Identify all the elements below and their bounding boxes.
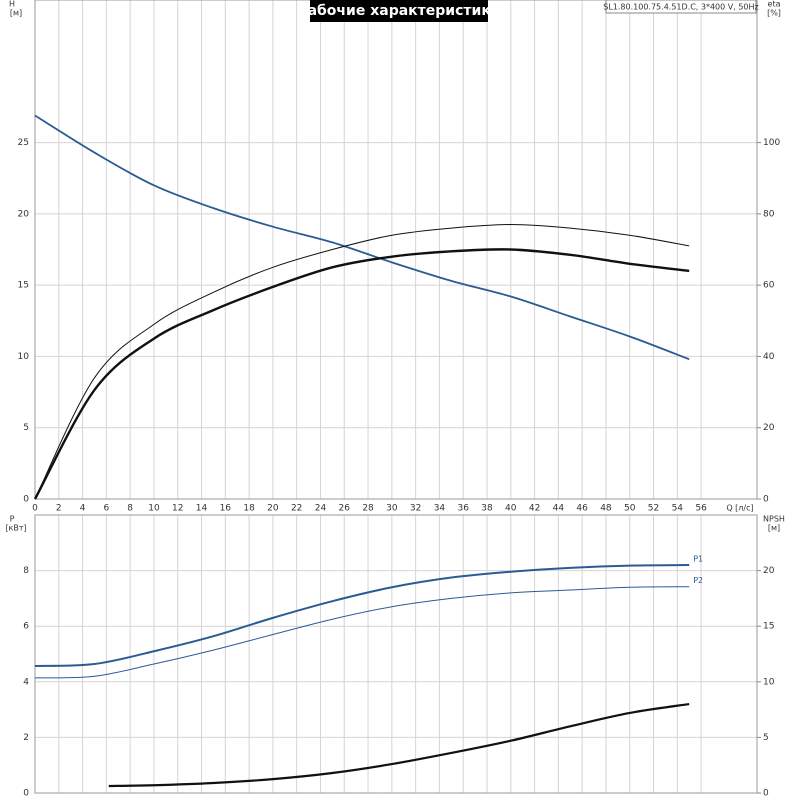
y-tick-label: 2 — [23, 733, 29, 743]
title-box — [310, 0, 488, 22]
x-tick-label: 36 — [457, 504, 469, 514]
x-tick-label: 2 — [56, 504, 62, 514]
y2-tick-label: 0 — [763, 495, 769, 505]
x-tick-label: 20 — [267, 504, 279, 514]
x-tick-label: 38 — [481, 504, 493, 514]
y2-tick-label: 60 — [763, 281, 775, 291]
y2-tick-label: 10 — [763, 677, 775, 687]
y2-tick-label: 15 — [763, 622, 774, 632]
y-tick-label: 6 — [23, 622, 29, 632]
y2-tick-label: 100 — [763, 138, 780, 148]
x-tick-label: 4 — [80, 504, 86, 514]
x-tick-label: 12 — [172, 504, 183, 514]
curve — [33, 248, 690, 500]
y2-tick-label: 20 — [763, 566, 775, 576]
model-box — [605, 0, 757, 14]
y-tick-label: 4 — [23, 677, 29, 687]
x-tick-label: 34 — [434, 504, 446, 514]
curve — [108, 702, 690, 788]
y2-tick-label: 40 — [763, 352, 775, 362]
y2-tick-label: 80 — [763, 209, 775, 219]
model-label: SL1.80.100.75.4.51D.C, 3*400 V, 50Hz — [603, 3, 758, 12]
x-tick-label: 10 — [148, 504, 160, 514]
y-tick-label: 0 — [23, 789, 29, 799]
x-tick-label: 22 — [291, 504, 302, 514]
x-tick-label: 0 — [32, 504, 38, 514]
x-tick-label: 6 — [104, 504, 110, 514]
x-tick-label: 30 — [386, 504, 398, 514]
x-tick-label: 14 — [196, 504, 208, 514]
y-axis-label: H — [9, 0, 15, 9]
x-tick-label: 44 — [553, 504, 565, 514]
y2-axis-label: eta — [768, 0, 781, 9]
x-tick-label: 32 — [410, 504, 421, 514]
y2-axis-unit: [м] — [768, 524, 780, 533]
y-axis-label: P — [10, 515, 15, 524]
y-axis-unit: [м] — [10, 9, 22, 18]
x-tick-label: 42 — [529, 504, 540, 514]
x-tick-label: 24 — [315, 504, 327, 514]
x-tick-label: 40 — [505, 504, 517, 514]
y2-tick-label: 20 — [763, 423, 775, 433]
y-tick-label: 10 — [18, 352, 30, 362]
y2-axis-label: NPSH — [763, 515, 785, 524]
x-tick-label: 56 — [695, 504, 707, 514]
x-tick-label: 18 — [243, 504, 255, 514]
plot-frame — [34, 0, 758, 500]
series-label: P2 — [693, 576, 703, 585]
x-tick-label: 28 — [362, 504, 374, 514]
x-tick-label: 26 — [339, 504, 351, 514]
x-tick-label: 8 — [127, 504, 133, 514]
y-tick-label: 15 — [18, 281, 29, 291]
series-label: P1 — [693, 555, 703, 564]
chart-title: Рабочие характеристики — [297, 3, 500, 19]
x-tick-label: 46 — [576, 504, 588, 514]
y-tick-label: 20 — [18, 209, 30, 219]
curve — [34, 224, 690, 500]
y-tick-label: 0 — [23, 495, 29, 505]
y-tick-label: 25 — [18, 138, 29, 148]
y2-tick-label: 0 — [763, 789, 769, 799]
x-tick-label: 16 — [220, 504, 232, 514]
y2-axis-unit: [%] — [767, 9, 781, 18]
y-axis-unit: [кВт] — [5, 524, 26, 533]
x-tick-label: 52 — [648, 504, 659, 514]
curve — [34, 586, 690, 679]
plots: 0 2 4 6 8 10 12 14 16 18 20 22 24 26 28 30 32 34 36 38 40 42 4… — [5, 0, 785, 799]
y2-tick-label: 5 — [763, 733, 769, 743]
curve — [34, 564, 690, 667]
curve — [34, 114, 690, 361]
y-tick-label: 5 — [23, 423, 29, 433]
x-tick-label: 54 — [672, 504, 684, 514]
x-axis-label: Q [л/с] — [726, 504, 753, 513]
y-tick-label: 8 — [23, 566, 29, 576]
x-tick-label: 48 — [600, 504, 612, 514]
plot-frame — [34, 514, 758, 794]
x-tick-label: 50 — [624, 504, 636, 514]
